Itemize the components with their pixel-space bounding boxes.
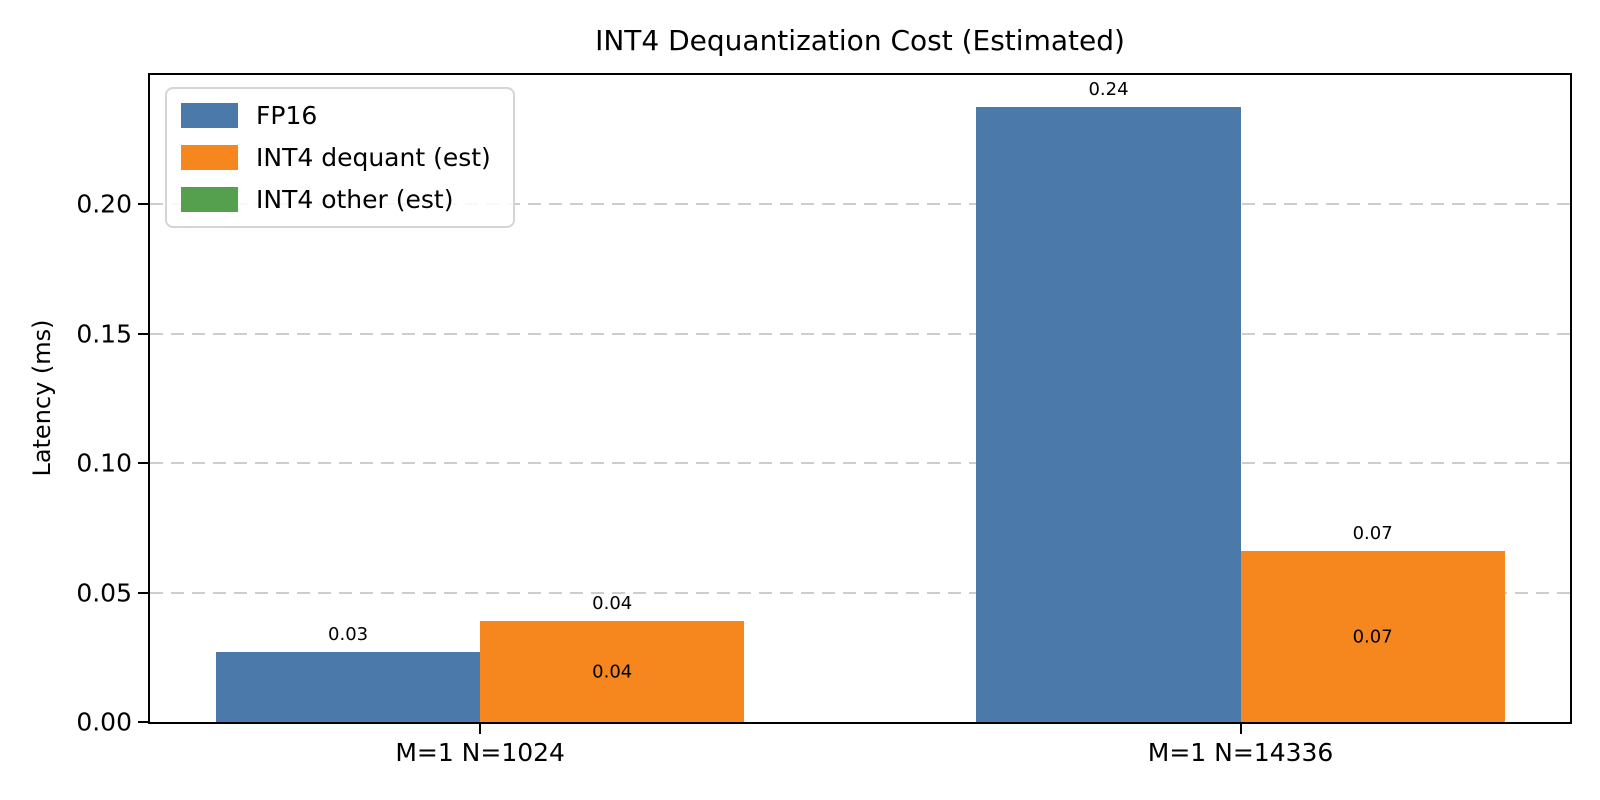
bar-total-label: 0.04 <box>592 593 633 615</box>
bar-inside-label: 0.04 <box>592 661 633 683</box>
y-tick-mark <box>138 462 148 465</box>
y-tick-mark <box>138 721 148 723</box>
bar-value-label: 0.03 <box>328 624 369 646</box>
x-tick-mark <box>479 724 482 734</box>
bar-fp16 <box>216 652 481 722</box>
bar-fp16 <box>976 107 1241 722</box>
y-tick-label: 0.00 <box>76 707 132 737</box>
gridline <box>150 203 1570 206</box>
legend-swatch-icon <box>181 145 238 170</box>
legend-item: INT4 other (est) <box>181 185 491 214</box>
bar-total-label: 0.07 <box>1352 523 1393 545</box>
gridline <box>150 332 1570 335</box>
gridline <box>150 462 1570 465</box>
legend-label: INT4 other (est) <box>256 185 454 214</box>
plot-area: FP16 INT4 dequant (est) INT4 other (est) 0… <box>76 73 1572 767</box>
legend-swatch-icon <box>181 103 238 128</box>
x-tick-label: M=1 N=1024 <box>395 738 565 767</box>
legend-item: FP16 <box>181 101 491 130</box>
gridline <box>150 591 1570 594</box>
y-axis-label: Latency (ms) <box>28 319 56 477</box>
bar-inside-label: 0.07 <box>1352 626 1393 648</box>
y-tick-mark <box>138 591 148 594</box>
y-tick-label: 0.15 <box>76 319 132 349</box>
x-tick-mark <box>1239 724 1242 734</box>
legend-item: INT4 dequant (est) <box>181 143 491 172</box>
legend: FP16 INT4 dequant (est) INT4 other (est) <box>165 87 515 228</box>
bar-int4-dequant <box>480 621 745 722</box>
y-tick-mark <box>138 332 148 335</box>
legend-label: FP16 <box>256 101 318 130</box>
bar-int4-dequant <box>1240 551 1505 722</box>
y-tick-label: 0.10 <box>76 448 132 478</box>
chart-title: INT4 Dequantization Cost (Estimated) <box>595 24 1125 57</box>
y-tick-mark <box>138 203 148 206</box>
bar-value-label: 0.24 <box>1088 79 1129 101</box>
x-tick-label: M=1 N=14336 <box>1147 738 1334 767</box>
legend-swatch-icon <box>181 187 238 212</box>
legend-label: INT4 dequant (est) <box>256 143 491 172</box>
y-tick-label: 0.20 <box>76 189 132 219</box>
y-tick-label: 0.05 <box>76 578 132 608</box>
